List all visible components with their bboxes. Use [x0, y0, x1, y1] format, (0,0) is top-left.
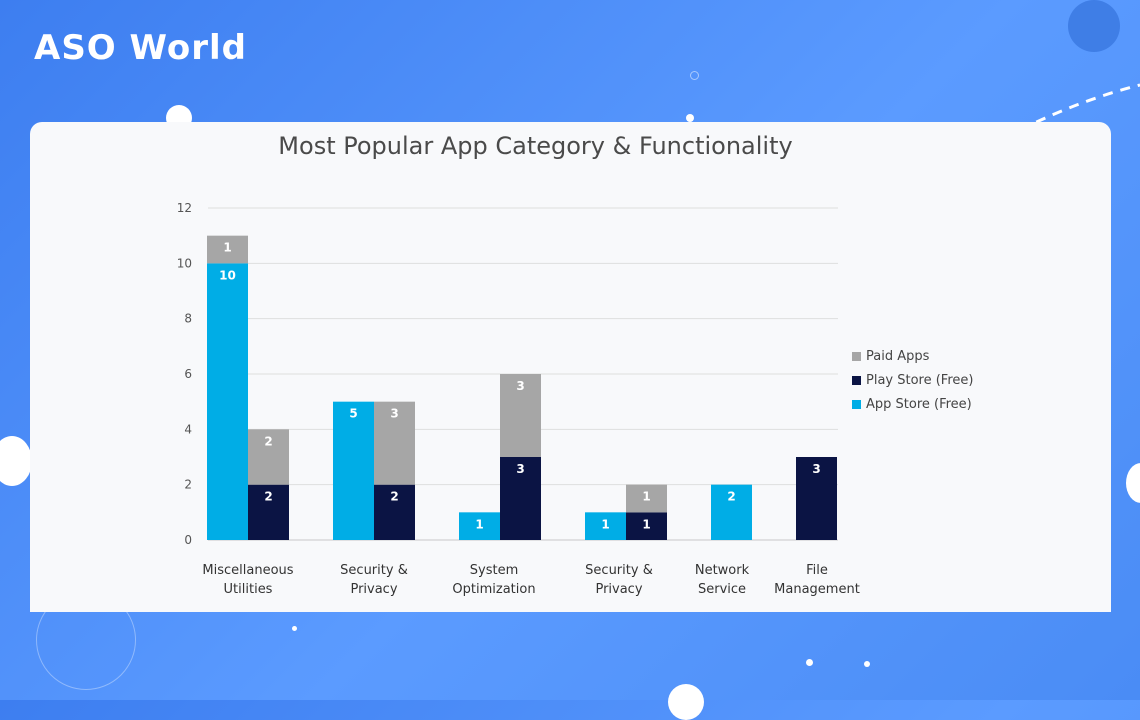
decor-dot: [806, 659, 813, 666]
data-label: 10: [219, 268, 236, 282]
x-tick-label: Management: [774, 582, 860, 597]
x-tick-label: Security &: [585, 563, 653, 578]
decor-dot: [1126, 463, 1140, 503]
data-label: 3: [390, 407, 398, 421]
data-label: 2: [264, 434, 272, 448]
data-label: 1: [223, 241, 231, 255]
y-tick-label: 6: [184, 367, 192, 381]
y-tick-label: 12: [177, 201, 192, 215]
legend-item: Paid Apps: [852, 344, 973, 368]
x-tick-label: System: [470, 563, 518, 578]
data-label: 2: [727, 490, 735, 504]
data-label: 3: [516, 379, 524, 393]
bar-segment: [711, 484, 752, 540]
legend-swatch: [852, 399, 861, 409]
y-tick-label: 0: [184, 533, 192, 547]
bar-segment: [207, 263, 248, 540]
chart-card: Most Popular App Category & Functionalit…: [30, 122, 1111, 612]
bar-segment: [500, 374, 541, 457]
y-tick-label: 4: [184, 422, 192, 436]
x-tick-label: Security &: [340, 563, 408, 578]
bar-segment: [374, 401, 415, 485]
x-tick-label: Network: [695, 563, 750, 578]
legend-swatch: [852, 375, 861, 385]
chart-legend: Paid Apps Play Store (Free) App Store (Fre…: [852, 344, 973, 416]
x-tick-label: Optimization: [452, 582, 535, 597]
x-tick-label: Privacy: [350, 582, 397, 597]
decor-dot: [864, 661, 870, 667]
legend-swatch: [852, 351, 861, 361]
logo: ASO World: [34, 28, 247, 68]
logo-text: ASO World: [34, 28, 247, 68]
data-label: 3: [812, 462, 820, 476]
decor-dot: [686, 114, 694, 122]
bar-segment: [248, 429, 289, 485]
bar-segment: [374, 484, 415, 540]
decor-dot: [690, 71, 699, 80]
data-label: 2: [264, 490, 272, 504]
data-label: 5: [349, 407, 357, 421]
legend-item: App Store (Free): [852, 392, 973, 416]
y-tick-label: 10: [177, 256, 192, 270]
data-label: 1: [642, 517, 650, 531]
bar-segment: [333, 401, 374, 540]
x-tick-label: Miscellaneous: [202, 563, 293, 578]
bar-segment: [585, 512, 626, 540]
bar-segment: [500, 457, 541, 540]
legend-label: Paid Apps: [866, 348, 930, 364]
bar-segment: [459, 512, 500, 540]
bar-segment: [626, 484, 667, 513]
x-tick-label: Utilities: [224, 582, 273, 597]
x-tick-label: File: [806, 563, 828, 578]
x-tick-label: Privacy: [595, 582, 642, 597]
chart-title: Most Popular App Category & Functionalit…: [278, 132, 793, 160]
data-label: 1: [475, 517, 483, 531]
bar-segment: [207, 235, 248, 264]
legend-item: Play Store (Free): [852, 368, 973, 392]
decor-dot: [0, 436, 32, 486]
x-tick-label: Service: [698, 582, 746, 597]
y-tick-label: 2: [184, 478, 192, 492]
y-tick-label: 8: [184, 312, 192, 326]
bar-segment: [248, 484, 289, 540]
data-label: 3: [516, 462, 524, 476]
bar-segment: [796, 457, 837, 540]
data-label: 1: [642, 490, 650, 504]
decor-dot: [668, 684, 704, 720]
legend-label: Play Store (Free): [866, 372, 974, 388]
decor-circle: [1068, 0, 1120, 52]
decor-dot: [292, 626, 297, 631]
data-label: 2: [390, 490, 398, 504]
legend-label: App Store (Free): [866, 396, 972, 412]
data-label: 1: [601, 517, 609, 531]
decor-dashed-arc: [1020, 83, 1140, 132]
bar-segment: [626, 512, 667, 540]
